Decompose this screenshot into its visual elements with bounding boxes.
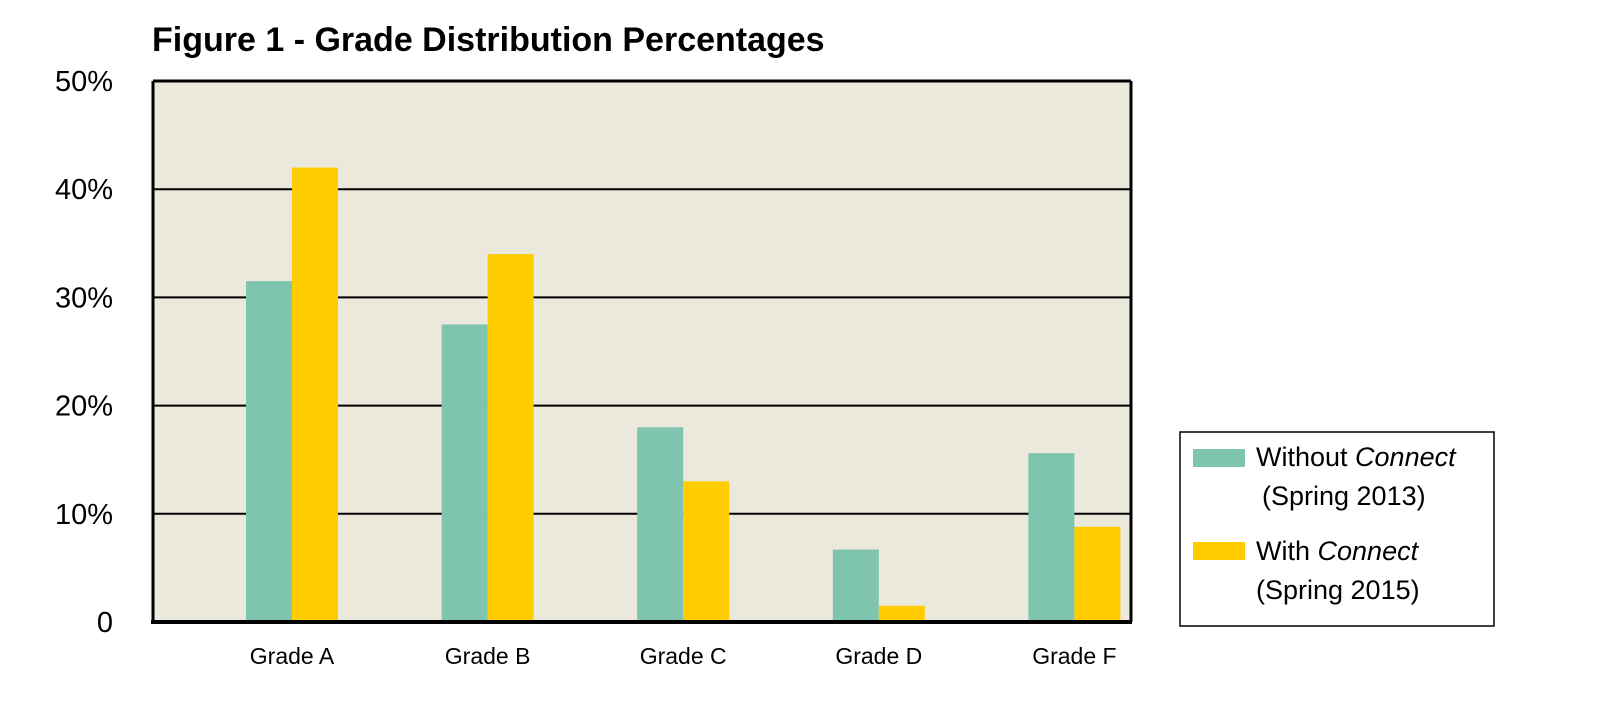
- x-tick-label: Grade C: [640, 643, 727, 669]
- legend-label-series-1: Without Connect: [1256, 442, 1457, 472]
- bars: [246, 167, 1121, 622]
- y-tick-label: 50%: [55, 66, 113, 98]
- y-axis-ticks: 0 10% 20% 30% 40% 50%: [55, 66, 113, 639]
- legend-swatch-series-2: [1193, 542, 1245, 560]
- bar-grade-d-series-1: [832, 549, 879, 622]
- legend-sublabel-series-2: (Spring 2015): [1256, 575, 1420, 605]
- bar-grade-b-series-2: [487, 254, 534, 622]
- bar-grade-b-series-1: [441, 324, 488, 622]
- legend: Without Connect (Spring 2013) With Connect…: [1179, 431, 1495, 627]
- bar-grade-d-series-2: [878, 605, 925, 622]
- y-tick-label: 40%: [55, 174, 113, 206]
- axes: [151, 79, 1133, 624]
- bar-grade-f-series-2: [1074, 526, 1121, 622]
- y-tick-label: 0: [97, 607, 113, 639]
- bar-grade-c-series-1: [637, 427, 684, 622]
- chart-title: Figure 1 - Grade Distribution Percentage…: [152, 21, 825, 59]
- x-tick-label: Grade F: [1032, 643, 1116, 669]
- x-axis-ticks: Grade A Grade B Grade C Grade D Grade F: [250, 643, 1117, 669]
- legend-label-series-2: With Connect: [1256, 536, 1420, 566]
- bar-grade-a-series-2: [292, 167, 338, 622]
- bar-grade-c-series-2: [683, 481, 730, 622]
- y-tick-label: 30%: [55, 282, 113, 314]
- x-tick-label: Grade B: [445, 643, 531, 669]
- x-tick-label: Grade D: [835, 643, 922, 669]
- y-tick-label: 20%: [55, 391, 113, 423]
- legend-swatch-series-1: [1193, 449, 1245, 467]
- bar-grade-f-series-1: [1028, 453, 1075, 622]
- y-tick-label: 10%: [55, 499, 113, 531]
- x-tick-label: Grade A: [250, 643, 335, 669]
- legend-sublabel-series-1: (Spring 2013): [1262, 481, 1426, 511]
- bar-grade-a-series-1: [246, 281, 292, 622]
